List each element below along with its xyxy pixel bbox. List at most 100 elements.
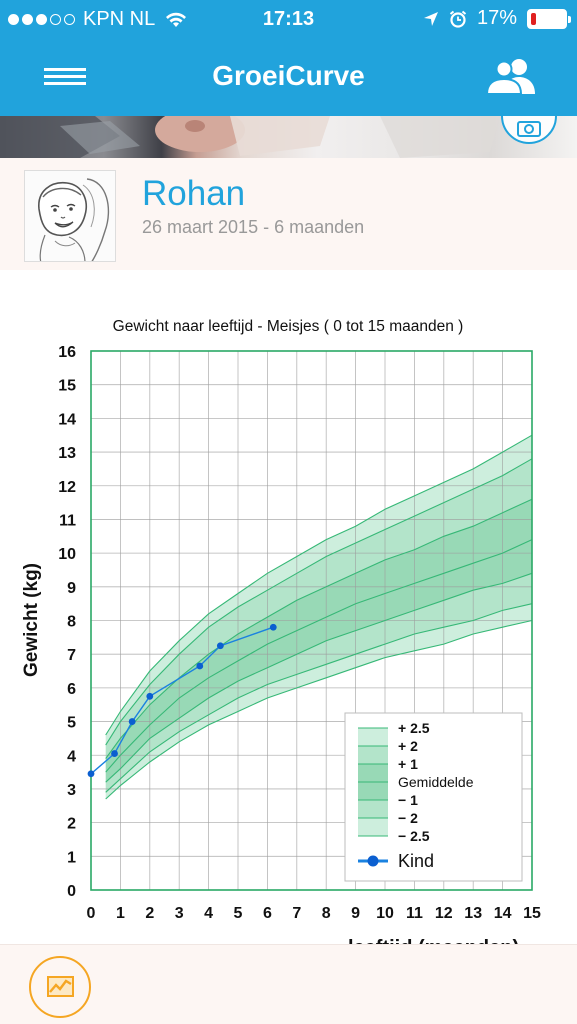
data-point[interactable] xyxy=(87,770,95,778)
y-tick-label: 7 xyxy=(67,647,76,664)
top-bar: KPN NL 17:13 17% xyxy=(0,0,577,116)
y-tick-label: 6 xyxy=(67,681,76,698)
legend-label: + 2.5 xyxy=(398,720,430,736)
percentile-line xyxy=(105,619,533,800)
legend-swatch xyxy=(358,782,388,800)
hamburger-menu-icon[interactable] xyxy=(44,64,86,90)
y-tick-label: 14 xyxy=(58,411,76,428)
x-tick-label: 11 xyxy=(406,905,423,922)
x-tick-label: 13 xyxy=(464,905,482,922)
y-tick-label: 1 xyxy=(67,849,76,866)
y-tick-label: 0 xyxy=(67,883,76,900)
y-tick-label: 16 xyxy=(58,344,76,361)
band-fill-1 xyxy=(105,458,532,759)
data-point[interactable] xyxy=(111,750,118,757)
avatar[interactable] xyxy=(24,170,116,262)
status-bar: KPN NL 17:13 17% xyxy=(0,0,577,38)
x-tick-label: 7 xyxy=(292,905,301,922)
app-title: GroeiCurve xyxy=(212,60,365,91)
data-point[interactable] xyxy=(196,662,204,670)
child-birthdate-age: 26 maart 2015 - 6 maanden xyxy=(142,217,365,237)
band-fill-0 xyxy=(105,435,532,746)
y-tick-label: 13 xyxy=(58,445,76,462)
legend-label: Gemiddelde xyxy=(398,774,474,790)
x-tick-label: 9 xyxy=(351,905,360,922)
x-tick-label: 12 xyxy=(435,905,453,922)
legend-label: + 2 xyxy=(398,738,418,754)
legend-swatch xyxy=(358,728,388,746)
weight-for-age-chart[interactable]: Gewicht naar leeftijd - Meisjes ( 0 tot … xyxy=(0,270,577,944)
camera-icon xyxy=(517,121,541,137)
growth-chart-button[interactable] xyxy=(29,956,91,1018)
band-fill-3 xyxy=(105,539,532,783)
percentile-line xyxy=(105,458,533,746)
x-tick-label: 4 xyxy=(204,905,213,922)
y-tick-label: 12 xyxy=(58,479,76,496)
x-tick-label: 10 xyxy=(376,905,394,922)
carrier-name: KPN NL xyxy=(83,8,156,30)
battery-percentage: 17% xyxy=(476,7,517,29)
y-axis-label: Gewicht (kg) xyxy=(21,563,42,677)
x-tick-label: 0 xyxy=(87,905,96,922)
bottom-bar xyxy=(0,944,577,1024)
signal-strength-icon xyxy=(8,14,75,25)
child-series xyxy=(87,623,277,778)
y-tick-label: 10 xyxy=(58,546,76,563)
growth-chart-section: Gewicht naar leeftijd - Meisjes ( 0 tot … xyxy=(0,270,577,944)
legend-swatch xyxy=(358,746,388,764)
y-tick-label: 4 xyxy=(67,748,76,765)
change-photo-button[interactable] xyxy=(501,116,557,144)
navigation-bar: GroeiCurve xyxy=(0,38,577,116)
child-profile-card: Rohan 26 maart 2015 - 6 maanden xyxy=(0,158,577,270)
legend-swatch xyxy=(358,800,388,818)
x-tick-label: 1 xyxy=(116,905,125,922)
legend-label: − 1 xyxy=(398,792,418,808)
legend-label: − 2.5 xyxy=(398,828,430,844)
wifi-icon xyxy=(166,12,187,27)
users-icon[interactable] xyxy=(483,56,539,96)
status-time: 17:13 xyxy=(262,8,315,30)
plot-border xyxy=(90,350,533,891)
y-tick-label: 8 xyxy=(67,614,76,631)
legend-label: + 1 xyxy=(398,756,418,772)
percentile-line xyxy=(105,572,533,783)
y-tick-label: 9 xyxy=(67,580,76,597)
band-fill-4 xyxy=(105,573,532,793)
x-tick-label: 14 xyxy=(494,905,512,922)
axis-ticks: 0 1 2 3 4 5 6 7 8 9 10 11 12 13 14 15012345678910111213… xyxy=(58,344,541,922)
cover-photo xyxy=(0,116,577,158)
baby-photo xyxy=(0,116,500,158)
growth-chart-icon xyxy=(47,976,74,997)
y-tick-label: 5 xyxy=(67,715,76,732)
percentile-line xyxy=(105,434,533,736)
data-point[interactable] xyxy=(216,642,224,650)
chart-legend: + 2.5 + 2 + 1 Gemiddelde − 1 − 2 − 2.5 Kind xyxy=(344,712,523,882)
y-tick-label: 2 xyxy=(67,816,76,833)
legend-swatch xyxy=(358,764,388,782)
chart-grid xyxy=(90,350,533,891)
percentile-line xyxy=(105,498,533,759)
y-tick-label: 11 xyxy=(59,512,76,529)
x-tick-label: 6 xyxy=(263,905,272,922)
x-tick-label: 2 xyxy=(145,905,154,922)
percentile-line xyxy=(105,603,533,793)
alarm-clock-icon xyxy=(449,10,467,28)
legend-label-kind: Kind xyxy=(398,851,434,871)
y-tick-label: 3 xyxy=(67,782,76,799)
percentile-line xyxy=(105,539,533,773)
child-name: Rohan xyxy=(142,174,246,213)
x-tick-label: 15 xyxy=(523,905,541,922)
y-tick-label: 15 xyxy=(58,378,76,395)
x-tick-label: 8 xyxy=(322,905,331,922)
location-arrow-icon xyxy=(423,11,438,26)
x-tick-label: 5 xyxy=(234,905,243,922)
data-point[interactable] xyxy=(146,692,154,700)
data-point[interactable] xyxy=(269,623,277,631)
chart-title: Gewicht naar leeftijd - Meisjes ( 0 tot … xyxy=(113,318,464,335)
legend-kind-marker xyxy=(367,855,379,867)
baby-sketch-drawing xyxy=(25,171,115,261)
x-axis-label-clipped: leeftijd (maanden) xyxy=(348,937,519,944)
data-point[interactable] xyxy=(128,718,136,725)
band-fill-2 xyxy=(105,499,532,773)
